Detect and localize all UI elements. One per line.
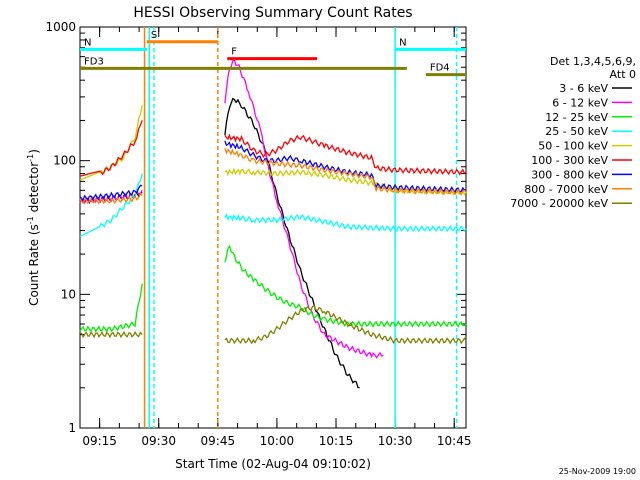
series-line [79, 283, 143, 333]
series-line [224, 133, 467, 176]
series-line [79, 330, 143, 339]
legend-title-detectors: Det 1,3,4,5,6,9, [550, 55, 636, 68]
x-tick-label: 10:00 [260, 434, 295, 448]
flag-label: S [151, 30, 157, 41]
footer-timestamp: 25-Nov-2009 19:00 [559, 467, 636, 476]
legend-item-label: 800 - 7000 keV [524, 183, 608, 196]
legend-item-label: 50 - 100 keV [538, 140, 608, 153]
plot-area: 1 10 100 1000 09:15 09:30 09:45 10:00 10:15 10:30… [45, 20, 471, 448]
flag-label: FD4 [430, 63, 450, 74]
series-line [79, 184, 143, 202]
legend-item-label: 100 - 300 keV [531, 154, 608, 167]
x-tick-label: 10:45 [437, 434, 472, 448]
series-line [224, 212, 467, 233]
flag-label: F [231, 47, 237, 58]
chart-title: HESSI Observing Summary Count Rates [133, 5, 412, 21]
x-tick-label: 10:30 [378, 434, 413, 448]
y-tick-label: 100 [53, 154, 76, 168]
y-axis-label-sup1: -1 [26, 216, 35, 224]
series-line [79, 120, 143, 177]
x-tick-label: 09:30 [141, 434, 176, 448]
y-axis-label: Count Rate (s-1 detector-1) [26, 149, 41, 306]
y-axis-label-part3: ) [27, 149, 41, 154]
series-line [79, 105, 143, 181]
y-axis-label-part1: Count Rate (s [27, 224, 41, 306]
series-line [79, 173, 143, 237]
series-line [224, 304, 467, 345]
flag-label: N [84, 37, 91, 48]
legend-item-label: 25 - 50 keV [545, 125, 608, 138]
plot-frame [79, 26, 467, 429]
x-tick-label: 09:45 [201, 434, 236, 448]
series-line [224, 140, 467, 194]
y-tick-label: 10 [61, 287, 76, 301]
y-axis-label-part2: detector [27, 162, 41, 217]
legend-title-attenuator: Att 0 [610, 68, 636, 81]
flag-label: FD3 [84, 56, 104, 67]
series-line [224, 244, 467, 328]
legend-item-label: 7000 - 20000 keV [510, 197, 608, 210]
x-tick-label: 09:15 [82, 434, 117, 448]
x-tick-label: 10:15 [319, 434, 354, 448]
legend-item-label: 3 - 6 keV [559, 82, 608, 95]
flag-label: N [399, 37, 406, 48]
x-axis-label: Start Time (02-Aug-04 09:10:02) [175, 457, 371, 471]
legend-item-label: 6 - 12 keV [552, 96, 608, 109]
y-tick-label: 1 [68, 421, 76, 435]
series-line [224, 58, 384, 359]
series-line [224, 97, 360, 389]
y-tick-label: 1000 [45, 20, 76, 34]
series-line [79, 192, 143, 205]
legend-item-label: 300 - 800 keV [531, 168, 608, 181]
series-line [224, 147, 467, 196]
legend-item-label: 12 - 25 keV [545, 111, 608, 124]
y-axis-label-sup2: -1 [26, 154, 35, 162]
